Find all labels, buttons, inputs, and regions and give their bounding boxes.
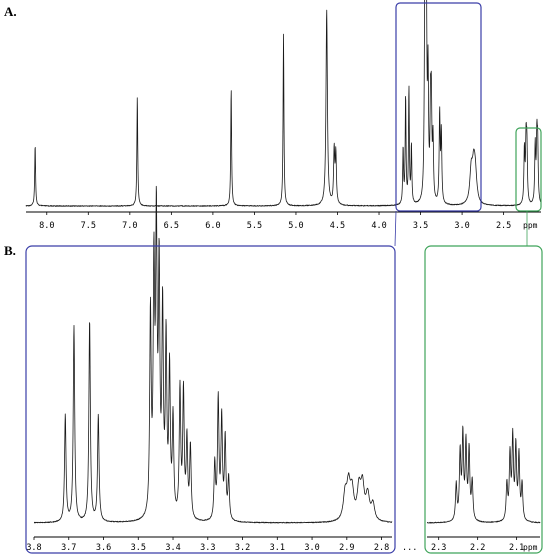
axis-break-ellipsis: ... (402, 543, 417, 553)
panel-b-right-spectrum: 2.3 2.2 2.1 (426, 425, 541, 553)
x-tick-label: 3.4 (165, 543, 180, 553)
x-tick-label: 3.7 (61, 543, 76, 553)
x-tick-label: 3.5 (413, 221, 428, 231)
panel-a-spectrum: 8.0 7.5 7.0 6.5 6.0 5.5 5.0 4.5 4.0 3.5 3.0 2.5 (25, 0, 542, 231)
x-tick-label: 6.5 (164, 221, 179, 231)
x-tick-label: 2.5 (496, 221, 511, 231)
x-tick-label: 2.9 (339, 543, 354, 553)
x-tick-label: 8.0 (39, 221, 54, 231)
x-tick-label: 3.5 (131, 543, 146, 553)
x-tick-label: 3.8 (26, 543, 41, 553)
x-tick-label: 6.0 (205, 221, 220, 231)
spectrum-trace (25, 0, 542, 207)
panel-b-unit-label: ppm (523, 543, 538, 552)
x-tick-label: 4.5 (330, 221, 345, 231)
x-tick-label: 3.0 (454, 221, 469, 231)
x-tick-label: 7.5 (81, 221, 96, 231)
blue-connector-line (394, 210, 397, 247)
spectrum-trace (33, 185, 393, 524)
spectrum-trace (426, 425, 541, 524)
blue-region-box-top (395, 2, 482, 212)
panel-a-unit-label: ppm (523, 221, 538, 230)
panel-b-label: B. (4, 243, 16, 258)
x-tick-label: 2.2 (470, 543, 485, 553)
x-tick-label: 5.5 (247, 221, 262, 231)
x-tick-label: 3.0 (304, 543, 319, 553)
x-tick-label: 2.1 (509, 543, 524, 553)
x-tick-label: 3.1 (270, 543, 285, 553)
panel-b-left-spectrum: 3.8 3.7 3.6 3.5 3.4 3.3 3.2 3.1 3.0 2.9 2.8 (26, 185, 393, 553)
panel-a-label: A. (4, 4, 17, 19)
x-tick-label: 3.6 (96, 543, 111, 553)
green-region-box-bottom (424, 245, 543, 554)
x-tick-label: 3.3 (200, 543, 215, 553)
x-tick-label: 4.0 (371, 221, 386, 231)
blue-region-box-bottom (25, 245, 396, 554)
x-tick-label: 5.0 (288, 221, 303, 231)
x-tick-label: 2.8 (374, 543, 389, 553)
x-tick-label: 2.3 (431, 543, 446, 553)
green-region-box-top (515, 127, 542, 212)
x-tick-label: 3.2 (235, 543, 250, 553)
x-tick-label: 7.0 (122, 221, 137, 231)
